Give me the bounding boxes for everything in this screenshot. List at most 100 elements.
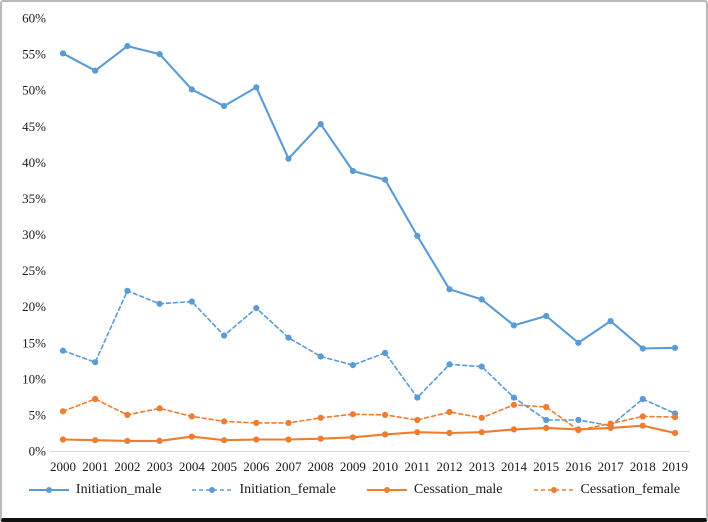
x-axis-tick-label: 2003: [147, 459, 173, 474]
legend-line-sample-dashed: [533, 487, 574, 493]
data-point-initiation_female-2009: [349, 362, 356, 369]
y-axis-tick-label: 15%: [22, 335, 46, 350]
data-point-initiation_male-2006: [253, 84, 260, 91]
data-point-initiation_female-2016: [575, 416, 582, 424]
data-point-initiation_male-2002: [124, 43, 131, 50]
data-point-cessation_female-2008: [317, 414, 324, 421]
x-axis-tick-label: 2015: [533, 459, 559, 474]
data-point-initiation_male-2003: [156, 51, 163, 58]
data-point-cessation_female-2019: [671, 414, 679, 421]
data-point-cessation_male-2012: [446, 429, 453, 437]
y-axis-tick-label: 5%: [29, 407, 47, 422]
data-point-initiation_male-2000: [59, 50, 67, 57]
data-point-cessation_male-2013: [478, 429, 485, 436]
y-axis-tick-label: 60%: [22, 11, 46, 26]
x-axis-tick-label: 2017: [598, 459, 625, 474]
legend-label: Initiation_male: [75, 482, 162, 497]
y-axis-tick-label: 30%: [22, 227, 46, 242]
y-axis-tick-label: 10%: [22, 371, 46, 386]
x-axis-tick-label: 2010: [372, 459, 398, 474]
legend-item-initiation_male: Initiation_male: [28, 482, 162, 498]
data-point-initiation_male-2017: [607, 318, 614, 325]
legend-item-cessation_female: Cessation_female: [533, 482, 680, 498]
data-point-initiation_male-2013: [478, 296, 485, 303]
data-point-cessation_female-2016: [575, 427, 582, 434]
y-axis-tick-label: 35%: [22, 191, 46, 206]
data-point-initiation_male-2008: [317, 121, 324, 128]
data-point-cessation_male-2001: [92, 437, 99, 444]
data-point-cessation_female-2013: [478, 414, 485, 421]
data-point-initiation_male-2018: [639, 345, 646, 352]
data-point-cessation_male-2000: [59, 436, 67, 443]
x-axis-tick-label: 2004: [179, 459, 206, 474]
data-point-cessation_male-2019: [671, 429, 679, 437]
series-line-cessation_female: [62, 398, 676, 431]
series-line-initiation_female: [62, 289, 676, 427]
x-axis-tick-label: 2016: [565, 459, 592, 474]
x-axis-tick-label: 2001: [82, 459, 108, 474]
x-axis-tick-label: 2014: [501, 459, 528, 474]
legend-marker-dot: [383, 487, 390, 493]
data-point-cessation_female-2010: [382, 411, 389, 418]
data-point-cessation_male-2007: [285, 436, 292, 443]
x-axis-tick-label: 2019: [662, 459, 688, 474]
data-point-cessation_female-2001: [92, 395, 99, 403]
data-point-cessation_female-2000: [59, 408, 67, 415]
data-point-cessation_female-2011: [414, 416, 421, 424]
x-axis-tick-label: 2008: [308, 459, 334, 474]
x-axis-tick-label: 2000: [50, 459, 76, 474]
legend-item-initiation_female: Initiation_female: [191, 482, 336, 498]
data-point-initiation_female-2014: [510, 394, 517, 401]
data-point-initiation_female-2003: [156, 300, 163, 307]
data-point-initiation_female-2015: [543, 416, 550, 424]
data-point-cessation_female-2012: [446, 408, 453, 416]
x-axis-tick-label: 2012: [437, 459, 463, 474]
data-point-cessation_male-2014: [510, 426, 517, 433]
x-axis-tick-label: 2002: [114, 459, 140, 474]
data-point-initiation_female-2001: [92, 359, 99, 366]
data-point-cessation_male-2017: [607, 424, 614, 431]
data-point-cessation_female-2015: [543, 403, 550, 411]
legend-marker-dot: [209, 487, 216, 493]
data-point-initiation_female-2005: [221, 332, 228, 339]
data-point-cessation_female-2005: [221, 418, 228, 425]
data-point-cessation_female-2018: [639, 413, 646, 420]
legend-item-cessation_male: Cessation_male: [366, 482, 503, 498]
line-chart-plot: 0% 5% 10% 15% 20% 25% 30% 35% 40% 45% 50% 55% 60% 200…: [22, 11, 690, 474]
data-point-cessation_female-2014: [510, 401, 517, 408]
data-point-initiation_female-2012: [446, 361, 453, 368]
data-point-cessation_male-2015: [543, 424, 550, 431]
data-point-initiation_female-2000: [59, 347, 67, 354]
legend-label: Cessation_male: [413, 482, 503, 497]
data-point-initiation_male-2016: [575, 339, 582, 346]
data-point-cessation_male-2005: [221, 437, 228, 444]
data-point-initiation_male-2001: [92, 67, 99, 74]
data-point-cessation_male-2011: [414, 429, 421, 436]
data-point-initiation_female-2002: [124, 287, 131, 294]
data-point-cessation_male-2006: [253, 436, 260, 443]
data-point-cessation_male-2003: [156, 437, 163, 444]
data-point-initiation_male-2014: [510, 322, 517, 329]
data-point-initiation_male-2009: [349, 167, 356, 175]
data-point-cessation_female-2017: [607, 420, 614, 427]
x-axis-tick-label: 2009: [340, 459, 366, 474]
legend-line-sample-solid: [366, 487, 407, 493]
data-point-initiation_female-2018: [639, 395, 646, 403]
data-point-cessation_male-2008: [317, 435, 324, 442]
y-axis-tick-label: 50%: [22, 83, 46, 98]
data-point-initiation_male-2015: [543, 312, 550, 320]
legend-label: Initiation_female: [239, 482, 336, 497]
legend-line-sample-solid: [28, 487, 69, 493]
y-axis-tick-label: 45%: [22, 119, 46, 134]
x-axis-tick-label: 2013: [469, 459, 495, 474]
data-point-cessation_male-2004: [188, 433, 195, 440]
data-point-initiation_male-2012: [446, 286, 453, 293]
x-axis-tick-label: 2006: [243, 459, 270, 474]
y-axis-tick-label: 55%: [22, 47, 46, 62]
data-point-initiation_female-2008: [317, 353, 324, 360]
legend-marker-dot: [550, 487, 557, 493]
data-point-cessation_female-2009: [349, 411, 356, 418]
data-point-initiation_female-2004: [188, 298, 195, 305]
data-point-initiation_female-2010: [382, 349, 389, 356]
